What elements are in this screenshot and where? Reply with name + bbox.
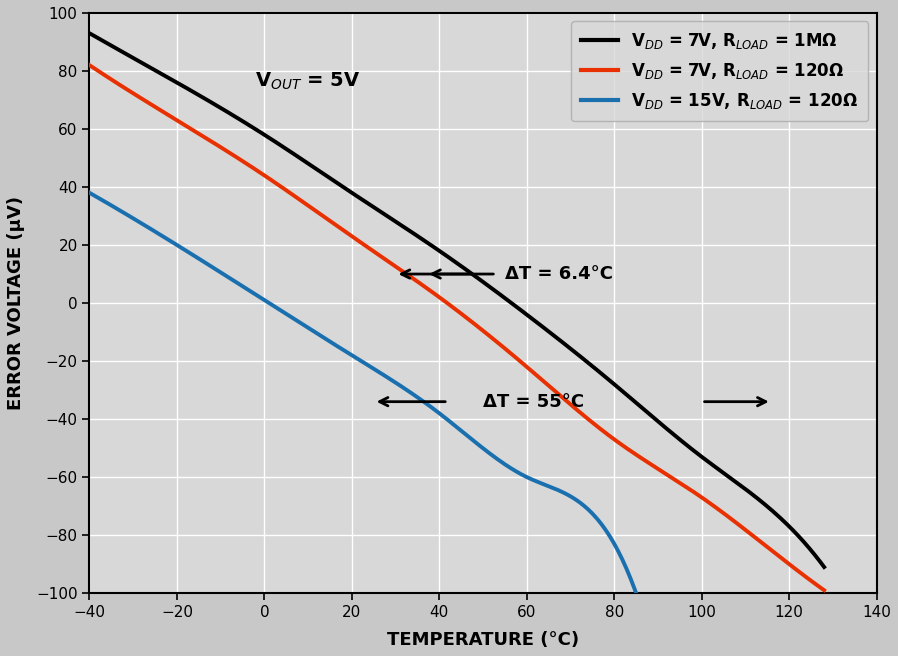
X-axis label: TEMPERATURE (°C): TEMPERATURE (°C) xyxy=(387,631,579,649)
Legend: V$_{DD}$ = 7V, R$_{LOAD}$ = 1MΩ, V$_{DD}$ = 7V, R$_{LOAD}$ = 120Ω, V$_{DD}$ = 15: V$_{DD}$ = 7V, R$_{LOAD}$ = 1MΩ, V$_{DD}… xyxy=(571,21,868,121)
Text: V$_{OUT}$ = 5V: V$_{OUT}$ = 5V xyxy=(255,71,360,92)
Text: ΔT = 55°C: ΔT = 55°C xyxy=(483,393,585,411)
Y-axis label: ERROR VOLTAGE (μV): ERROR VOLTAGE (μV) xyxy=(7,196,25,410)
Text: ΔT = 6.4°C: ΔT = 6.4°C xyxy=(505,265,613,283)
